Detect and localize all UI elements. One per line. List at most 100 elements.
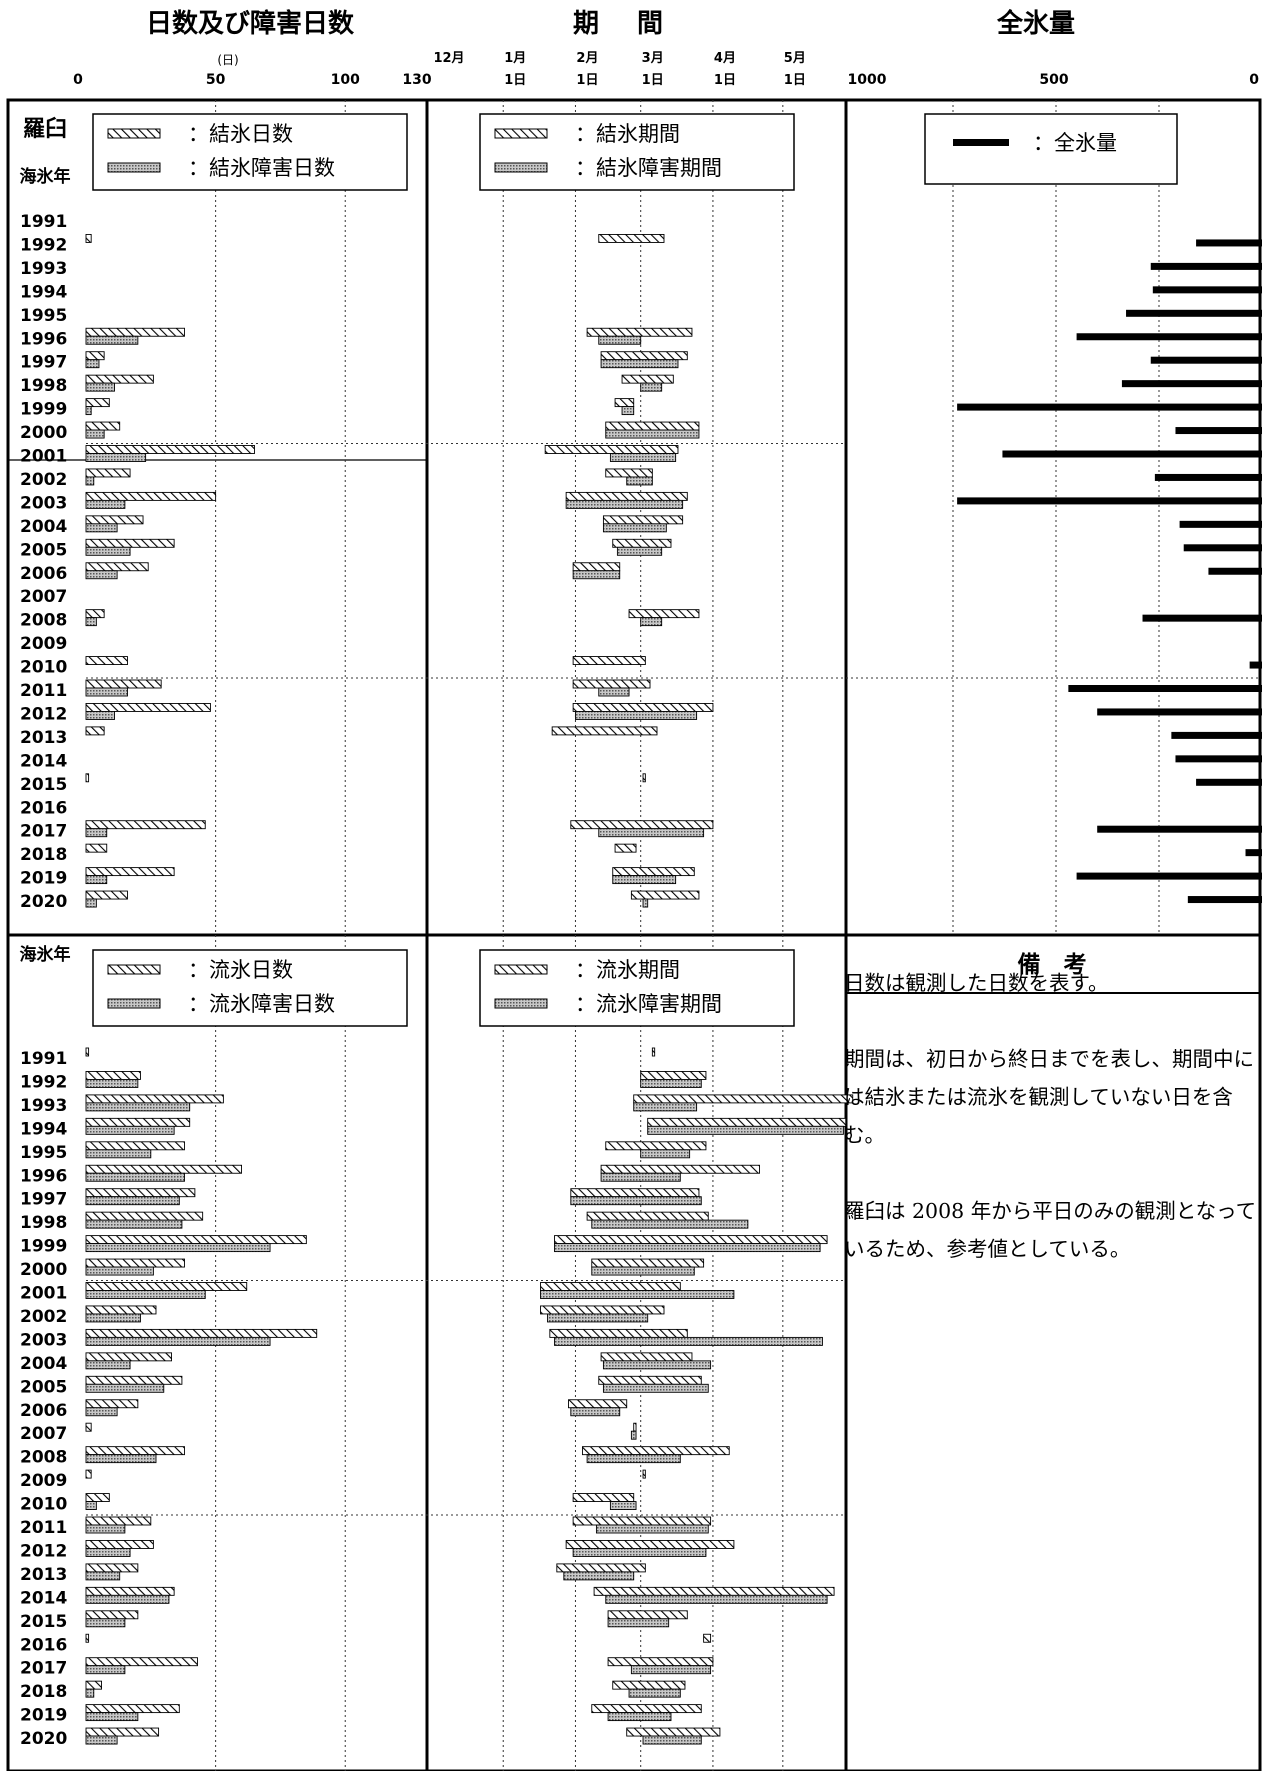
year-label: 1993 <box>20 1096 67 1116</box>
drift-days-bar <box>85 1047 90 1057</box>
drift-obstacle-days-bar <box>85 1712 139 1722</box>
drift-days-bar <box>85 1704 180 1714</box>
freeze-period-bar <box>572 703 714 712</box>
year-label: 2014 <box>20 1588 67 1608</box>
freeze-obstacle-period-bar <box>565 499 684 509</box>
drift-obstacle-days-bar <box>85 1360 131 1370</box>
freeze-days-bar <box>85 233 92 243</box>
year-label: 2004 <box>20 1354 67 1374</box>
drift-obstacle-period-bar <box>607 1618 670 1628</box>
drift-days-bar <box>85 1352 172 1362</box>
year-label: 2003 <box>20 1330 67 1350</box>
year-label: 2013 <box>20 728 67 748</box>
legend-freeze-days-label: ：結氷日数 <box>188 122 293 146</box>
year-label: 2003 <box>20 493 67 513</box>
year-label: 2007 <box>20 1424 67 1444</box>
total-ice-bar <box>1097 708 1262 716</box>
freeze-obstacle-period-bar <box>598 687 630 697</box>
drift-days-bar <box>85 1657 198 1667</box>
drift-obstacle-period-bar <box>630 1430 637 1440</box>
legend-total-ice: ：全氷量 <box>924 113 1178 185</box>
freeze-obstacle-days-bar <box>85 406 92 416</box>
drift-obstacle-days-bar <box>85 1125 175 1135</box>
freeze-obstacle-days-bar <box>85 382 115 392</box>
freeze-days-bar <box>85 515 144 525</box>
total-ice-bar <box>1187 896 1262 904</box>
year-labels: 1991 1992 1993 1994 1995 1996 1997 1998 1999 2000… <box>20 212 67 1749</box>
drift-days-bar <box>85 1399 139 1409</box>
drift-obstacle-period-bar <box>591 1219 749 1229</box>
total-ice-bar <box>957 403 1262 411</box>
year-label: 1991 <box>20 1049 67 1069</box>
drift-days-bar <box>85 1328 318 1338</box>
total-ice-bar <box>1179 520 1262 528</box>
total-ice-bar <box>1183 544 1262 552</box>
freeze-period-bar <box>600 351 688 361</box>
drift-obstacle-period-bar <box>595 1524 709 1534</box>
drift-obstacle-period-bar <box>570 1407 621 1417</box>
drift-days-bar <box>85 1235 307 1245</box>
freeze-period-bar <box>572 679 651 689</box>
year-label: 2008 <box>20 611 67 631</box>
day-tick-label: 1日 <box>504 73 526 88</box>
freeze-obstacle-period-bar <box>572 570 621 580</box>
freeze-period-bar <box>602 515 684 525</box>
year-label: 2018 <box>20 845 67 865</box>
drift-days-bar <box>85 1633 90 1643</box>
legend-drift-days-label: ：流氷日数 <box>188 958 293 982</box>
drift-period-bar <box>568 1399 628 1409</box>
freeze-days-bar <box>85 726 105 736</box>
drift-obstacle-days-bar <box>85 1688 95 1698</box>
remarks-text: 日数は観測した日数を表す。 期間は、初日から終日までを表し、期間中には結氷または… <box>844 964 1258 1306</box>
drift-obstacle-period-bar <box>586 1454 681 1464</box>
drift-period-bar <box>598 1375 702 1385</box>
freeze-days-bar <box>85 445 255 454</box>
drift-days-bar <box>85 1493 110 1503</box>
year-label: 2000 <box>20 423 67 443</box>
freeze-days-bar <box>85 703 211 712</box>
total-ice-heading: 全氷量 <box>996 8 1075 39</box>
freeze-days-bar <box>85 538 175 548</box>
year-label: 1999 <box>20 400 67 420</box>
freeze-obstacle-period-bar <box>640 617 663 627</box>
year-label: 2015 <box>20 1612 67 1632</box>
days-tick-label: 100 <box>331 72 360 88</box>
legend-freeze-obstacle-days-label: ：結氷障害日数 <box>188 156 335 180</box>
drift-period-bar <box>633 1422 637 1432</box>
total-ice-bar <box>1121 380 1262 388</box>
year-label: 2004 <box>20 517 67 537</box>
season-year-label-bottom: 海氷年 <box>20 944 71 965</box>
drift-obstacle-period-bar <box>605 1594 828 1604</box>
dotted-grid <box>86 100 1260 1771</box>
drift-period-bar <box>626 1727 721 1737</box>
total-ice-bar <box>1171 731 1262 739</box>
drift-days-bar <box>85 1164 242 1174</box>
year-label: 2009 <box>20 1471 67 1491</box>
day-tick-label: 1日 <box>642 73 664 88</box>
season-year-label-top: 海氷年 <box>20 166 71 187</box>
total-tick-label: 1000 <box>848 72 887 88</box>
drift-obstacle-days-bar <box>85 1407 118 1417</box>
freeze-period-bar <box>605 468 653 478</box>
legend-freeze-period: ：結氷期間 ：結氷障害期間 <box>479 113 795 191</box>
drift-period-bar <box>591 1704 702 1714</box>
legend-total-ice-label: ：全氷量 <box>1033 131 1117 155</box>
drift-days-bar <box>85 1563 139 1573</box>
day-tick-label: 1日 <box>784 73 806 88</box>
drift-obstacle-days-bar <box>85 1735 118 1745</box>
period-heading-a: 期 <box>573 9 599 39</box>
freeze-obstacle-period-bar <box>609 453 677 462</box>
year-label: 2006 <box>20 564 67 584</box>
year-label: 2020 <box>20 892 67 912</box>
year-label: 1991 <box>20 212 67 232</box>
year-label: 2017 <box>20 1659 67 1679</box>
drift-period-bar <box>549 1328 688 1338</box>
year-label: 2000 <box>20 1260 67 1280</box>
total-ice-bar <box>1175 427 1262 435</box>
drift-days-bar <box>85 1446 185 1456</box>
freeze-days-bar <box>85 609 105 619</box>
freeze-obstacle-days-bar <box>85 453 147 462</box>
freeze-obstacle-days-bar <box>85 617 97 627</box>
freeze-period-bar <box>628 609 700 619</box>
